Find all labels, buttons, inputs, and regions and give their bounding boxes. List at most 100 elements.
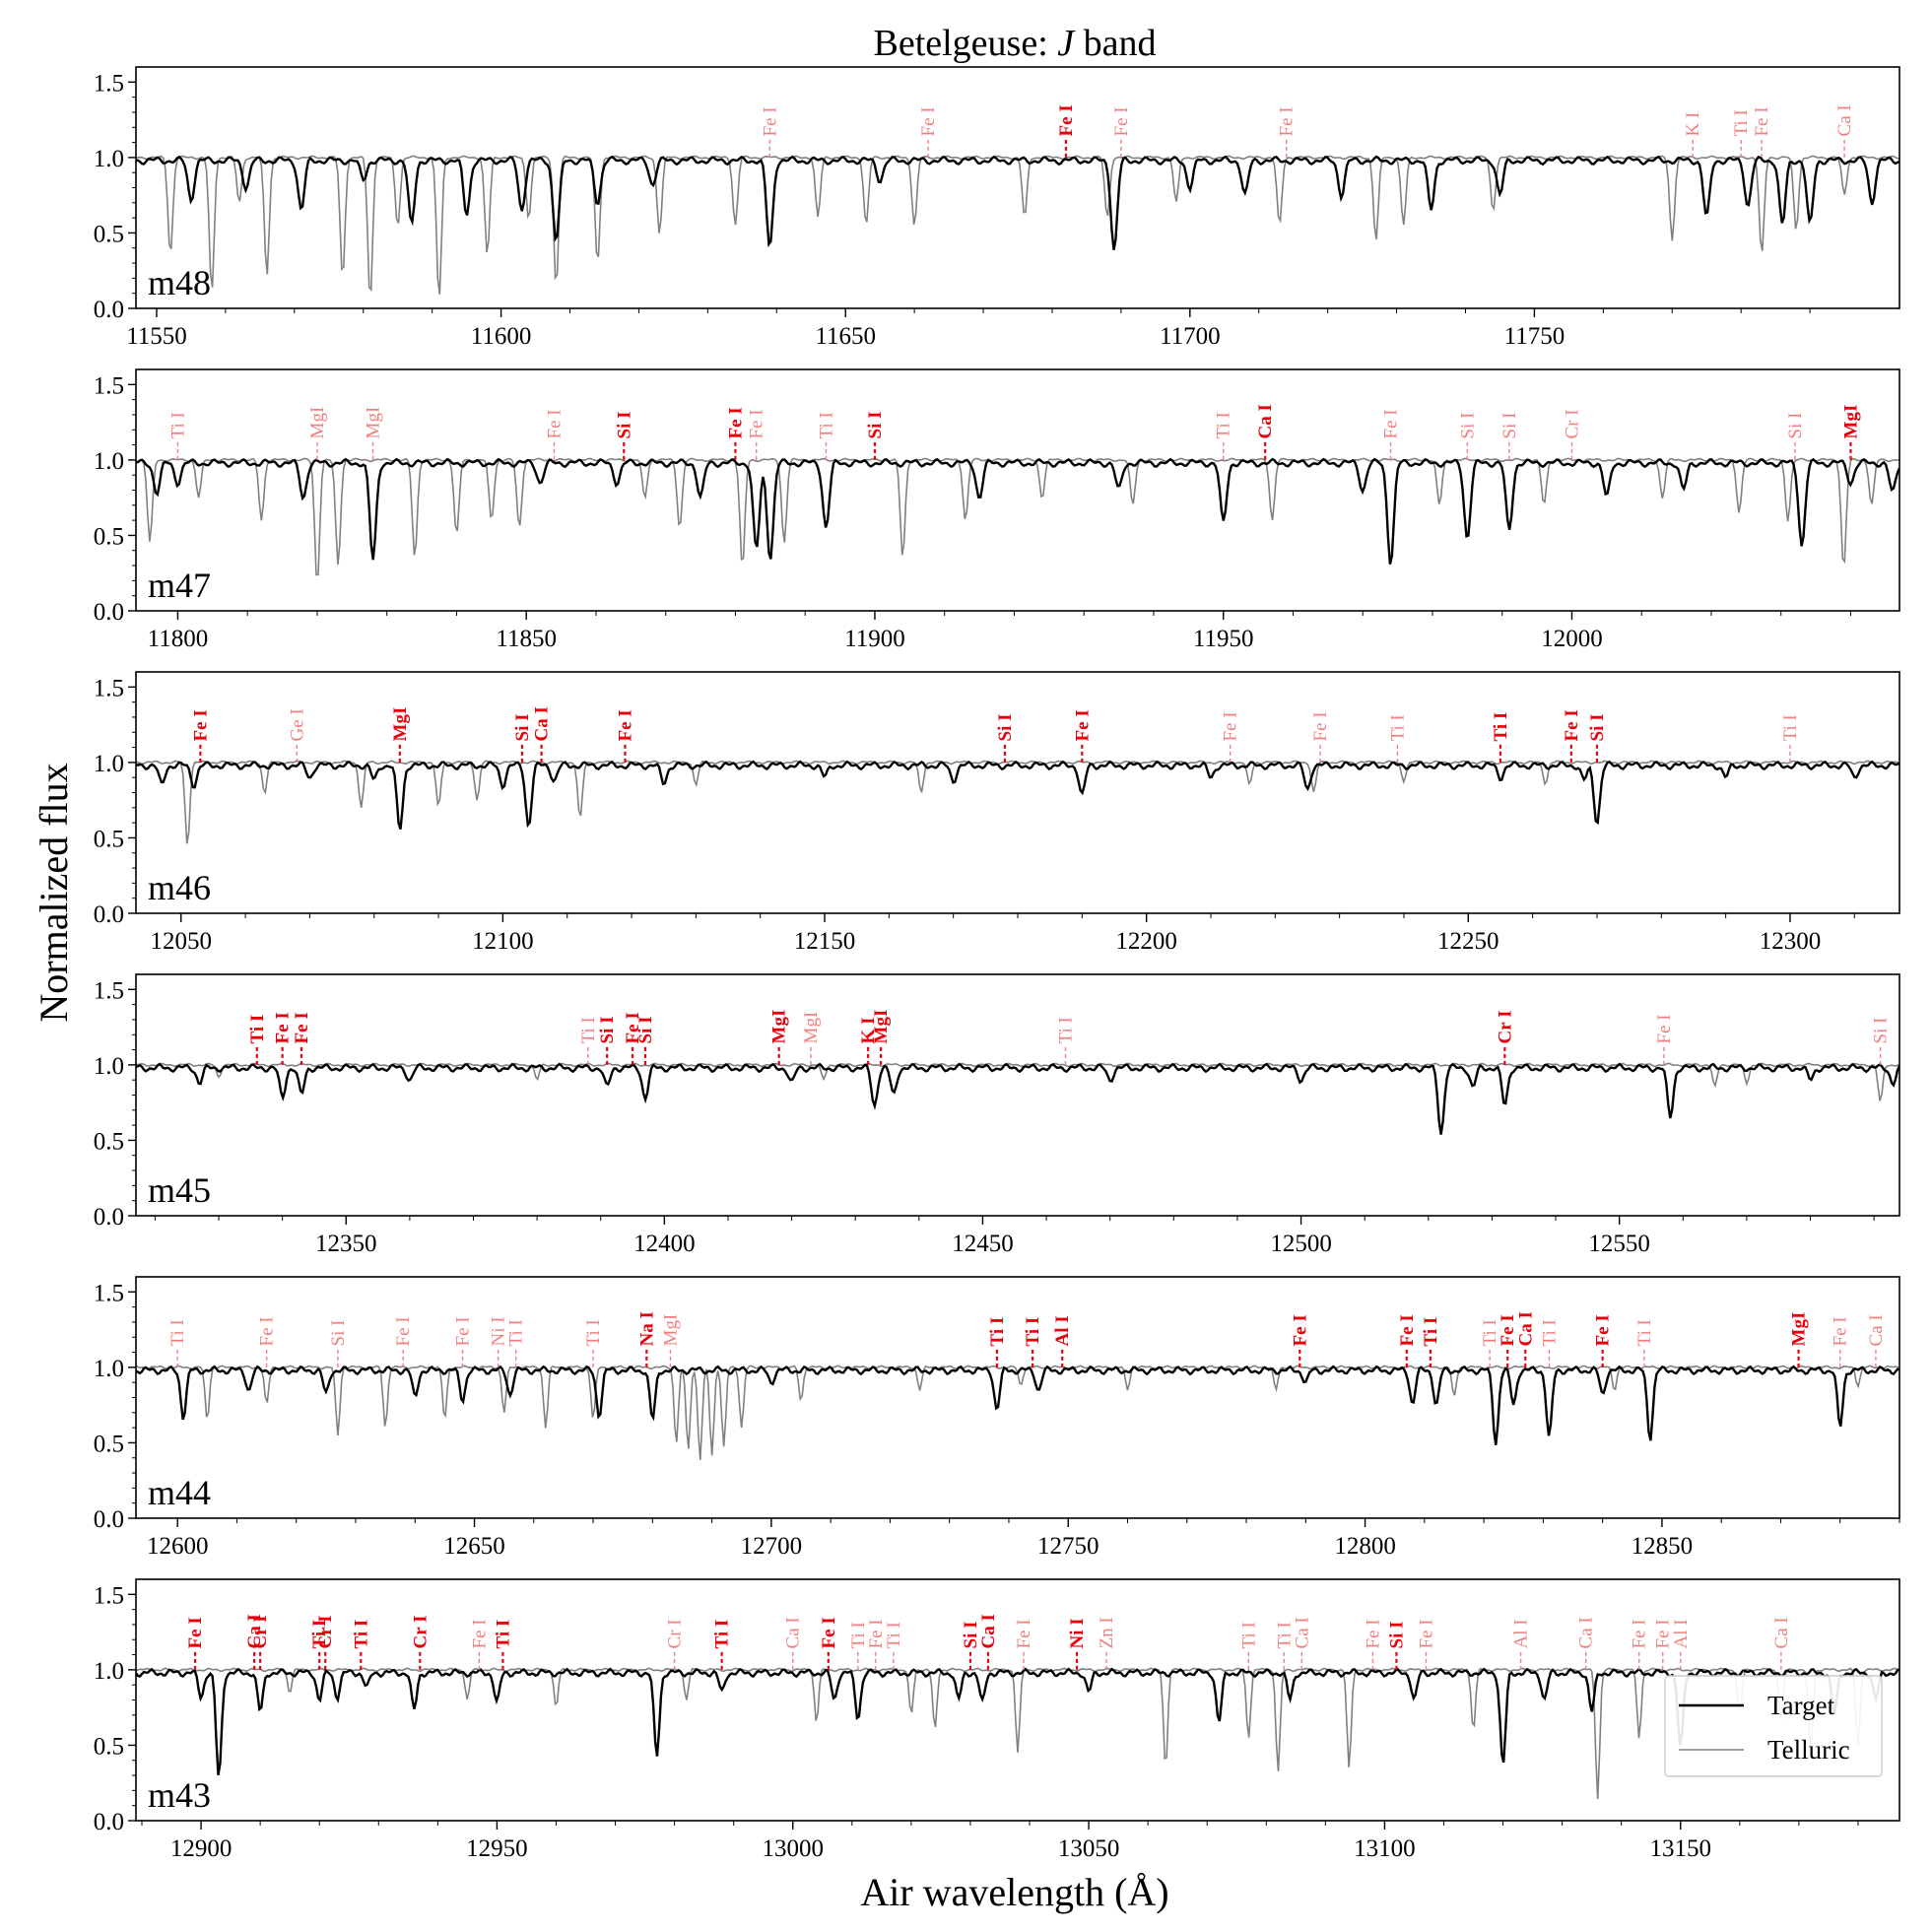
y-tick-label: 0.5	[94, 523, 124, 550]
y-tick-label: 1.0	[94, 448, 124, 475]
y-tick-label: 1.0	[94, 751, 124, 777]
line-id-label: Ca I	[783, 1617, 804, 1648]
line-id-label: Ti I	[167, 1319, 188, 1346]
order-label: m48	[148, 263, 211, 302]
x-tick-label: 13100	[1354, 1835, 1416, 1862]
line-id-label: Fe I	[1654, 1014, 1675, 1043]
y-axis-label: Normalized flux	[32, 763, 76, 1022]
x-tick-label: 13000	[762, 1835, 824, 1862]
y-tick-label: 1.0	[94, 1658, 124, 1685]
order-label: m43	[148, 1775, 211, 1815]
line-id-label: Fe I	[866, 1619, 887, 1648]
line-id-label: Si I	[512, 713, 533, 741]
line-id-label: Fe I	[747, 409, 767, 438]
line-id-label: Fe I	[545, 409, 566, 438]
x-tick-label: 12300	[1760, 928, 1822, 955]
x-tick-label: 11800	[148, 626, 209, 652]
line-id-label: Cr I	[250, 1615, 271, 1648]
x-tick-label: 11850	[496, 626, 557, 652]
y-tick-label: 0.5	[94, 1733, 124, 1760]
line-id-label: Fe I	[257, 1316, 278, 1346]
x-tick-label: 12050	[150, 928, 212, 955]
line-id-label: Ti I	[1214, 412, 1234, 438]
line-id-label: Ti I	[1387, 714, 1408, 741]
line-id-label: Si I	[865, 411, 886, 438]
y-tick-label: 1.5	[94, 675, 124, 701]
line-id-label: Si I	[1871, 1018, 1892, 1044]
x-tick-label: 11750	[1504, 323, 1566, 350]
line-id-label: Fe I	[1111, 106, 1132, 136]
line-id-label: Fe I	[1221, 711, 1241, 741]
x-tick-label: 12750	[1037, 1533, 1099, 1560]
target-spectrum-m43	[136, 1667, 1899, 1775]
line-id-label: Si I	[961, 1621, 981, 1648]
line-id-label: Ti I	[1480, 1319, 1500, 1346]
x-tick-label: 12650	[443, 1533, 505, 1560]
x-tick-label: 12000	[1541, 626, 1603, 652]
line-id-label: Ti I	[1274, 1622, 1295, 1648]
line-id-label: Ti I	[816, 412, 836, 438]
line-id-label: Ti I	[1238, 1622, 1259, 1648]
x-tick-label: 12900	[170, 1835, 233, 1862]
line-id-label: Al I	[1511, 1619, 1532, 1648]
x-tick-label: 11550	[126, 323, 187, 350]
line-id-label: Cr I	[315, 1615, 336, 1648]
line-id-label: Fe I	[1014, 1619, 1034, 1648]
line-id-label: Ca I	[1576, 1617, 1597, 1648]
y-tick-label: 0.5	[94, 1128, 124, 1155]
line-id-label: Ca I	[244, 1614, 265, 1648]
line-id-label: Fe I	[292, 1012, 312, 1043]
line-id-label: K I	[1683, 112, 1703, 137]
panel-m47: Ti I MgI MgI Fe I Si I Fe I Fe I Ti I Si I Ti I Ca…	[94, 368, 1900, 652]
line-id-label: Na I	[636, 1311, 657, 1346]
line-id-label: Ti I	[1055, 1017, 1076, 1043]
x-tick-label: 12250	[1437, 928, 1499, 955]
panel-m44: Ti I Fe I Si I Fe I Fe I Ni ITi I Ti I Na I MgI T…	[94, 1276, 1900, 1560]
line-id-label: Fe I	[185, 1617, 206, 1648]
line-id-label: Si I	[1457, 413, 1478, 439]
line-id-label: Ti I	[1731, 109, 1752, 136]
line-id-label: Ti I	[1491, 712, 1511, 742]
line-id-label: Ti I	[309, 1620, 330, 1649]
x-tick-label: 12950	[466, 1835, 528, 1862]
line-id-label: Si I	[614, 411, 634, 438]
axes-frame-m43	[135, 1578, 1900, 1822]
line-id-label: Fe I	[623, 1012, 643, 1043]
line-id-label: Ti I	[987, 1317, 1008, 1347]
line-id-label: Si I	[635, 1016, 656, 1043]
line-id-label: Fe I	[469, 1619, 490, 1648]
line-id-label: Fe I	[1416, 1619, 1436, 1648]
line-id-label: Ti I	[167, 412, 188, 438]
line-id-label: Fe I	[725, 407, 746, 438]
line-id-label: Fe I	[819, 1617, 839, 1648]
line-id-label: Ca I	[532, 706, 553, 741]
axes-frame-m44	[135, 1276, 1900, 1519]
line-id-label: MgI	[1789, 1312, 1810, 1347]
x-tick-label: 11900	[844, 626, 905, 652]
y-tick-label: 1.5	[94, 1280, 124, 1306]
y-tick-label: 0.0	[94, 599, 124, 626]
line-id-label: Fe I	[273, 1012, 294, 1043]
line-id-label: Fe I	[1630, 1619, 1650, 1648]
line-id-label: Fe I	[1381, 409, 1402, 438]
y-tick-label: 1.0	[94, 146, 124, 172]
axes-frame-m45	[135, 973, 1900, 1217]
telluric-spectrum-m44	[136, 1365, 1899, 1460]
line-id-label: Fe I	[393, 1316, 414, 1346]
legend-label-telluric: Telluric	[1767, 1735, 1850, 1765]
line-id-label: Fe I	[1277, 106, 1298, 136]
y-tick-label: 0.0	[94, 1204, 124, 1231]
line-id-label: Ti I	[1539, 1319, 1560, 1346]
telluric-spectrum-m45	[136, 1062, 1899, 1101]
line-id-label: Fe I	[1290, 1314, 1310, 1346]
line-id-label: Si I	[597, 1016, 618, 1043]
line-id-label: Ca I	[1515, 1311, 1536, 1346]
x-tick-label: 11600	[471, 323, 532, 350]
y-tick-label: 1.0	[94, 1053, 124, 1080]
y-tick-label: 1.5	[94, 977, 124, 1004]
line-id-label: Ca I	[1866, 1314, 1887, 1346]
target-spectrum-m47	[136, 457, 1899, 565]
line-id-label: Cr I	[1562, 409, 1582, 438]
order-label: m45	[148, 1170, 211, 1210]
